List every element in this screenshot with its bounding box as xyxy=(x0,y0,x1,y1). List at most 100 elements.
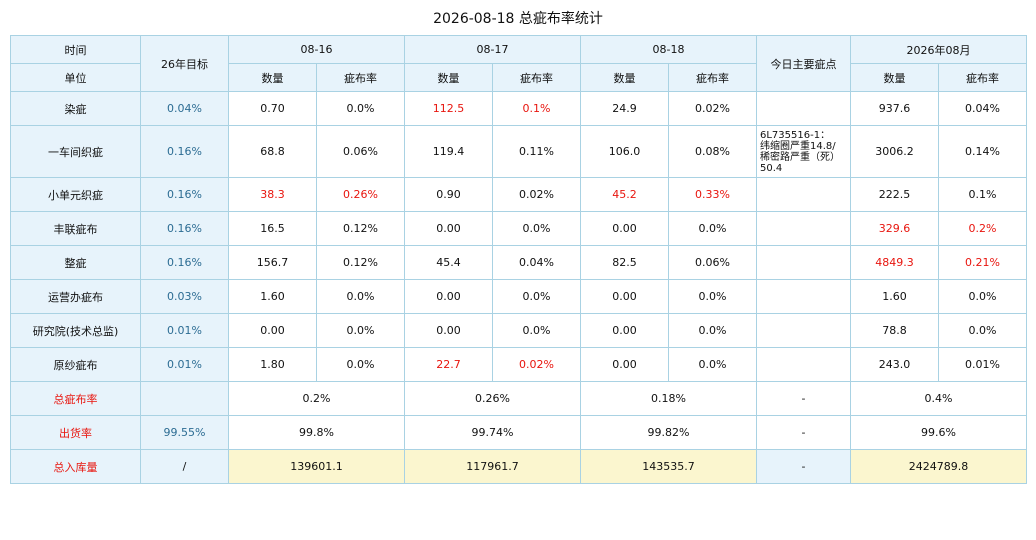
row-unit: 运营办疵布 xyxy=(10,279,141,314)
cell-rate: 0.0% xyxy=(316,313,405,348)
shipping-rate-day-3: 99.82% xyxy=(580,415,757,450)
cell-qty: 1.80 xyxy=(228,347,317,382)
cell-qty: 38.3 xyxy=(228,177,317,212)
cell-rate: 0.0% xyxy=(492,211,581,246)
shipping-rate-month: 99.6% xyxy=(850,415,1027,450)
cell-qty: 16.5 xyxy=(228,211,317,246)
cell-qty: 0.90 xyxy=(404,177,493,212)
shipping-rate-label: 出货率 xyxy=(10,415,141,450)
header-unit: 单位 xyxy=(10,63,141,92)
cell-rate: 0.02% xyxy=(492,347,581,382)
cell-rate: 0.02% xyxy=(668,91,757,126)
cell-rate: 0.0% xyxy=(316,91,405,126)
cell-note xyxy=(756,347,851,382)
row-target: 0.01% xyxy=(140,313,229,348)
inbound-total-note: - xyxy=(756,449,851,484)
cell-rate: 0.0% xyxy=(668,279,757,314)
shipping-rate-day-2: 99.74% xyxy=(404,415,581,450)
cell-rate: 0.0% xyxy=(492,279,581,314)
header-time: 时间 xyxy=(10,35,141,64)
header-day-1: 08-16 xyxy=(228,35,405,64)
header-day-3: 08-18 xyxy=(580,35,757,64)
cell-note xyxy=(756,91,851,126)
table-row: 原纱疵布 0.01% 1.80 0.0% 22.7 0.02% 0.00 0.0… xyxy=(10,347,1027,382)
header-row-2: 单位 数量 疵布率 数量 疵布率 数量 疵布率 数量 疵布率 xyxy=(10,63,1027,92)
cell-rate: 0.33% xyxy=(668,177,757,212)
cell-rate: 0.08% xyxy=(668,125,757,178)
cell-month-rate: 0.1% xyxy=(938,177,1027,212)
shipping-rate-note: - xyxy=(756,415,851,450)
header-target: 26年目标 xyxy=(140,35,229,92)
total-defect-rate-day-1: 0.2% xyxy=(228,381,405,416)
cell-qty: 45.2 xyxy=(580,177,669,212)
cell-note xyxy=(756,279,851,314)
inbound-total-label: 总入库量 xyxy=(10,449,141,484)
header-qty: 数量 xyxy=(580,63,669,92)
cell-rate: 0.06% xyxy=(668,245,757,280)
table-row: 一车间织疵 0.16% 68.8 0.06% 119.4 0.11% 106.0… xyxy=(10,125,1027,178)
cell-month-rate: 0.04% xyxy=(938,91,1027,126)
cell-rate: 0.0% xyxy=(668,211,757,246)
cell-note xyxy=(756,245,851,280)
row-target: 0.16% xyxy=(140,177,229,212)
total-defect-rate-row: 总疵布率 0.2% 0.26% 0.18% - 0.4% xyxy=(10,381,1027,416)
cell-qty: 0.00 xyxy=(580,347,669,382)
cell-qty: 0.00 xyxy=(580,279,669,314)
cell-qty: 0.00 xyxy=(404,211,493,246)
cell-qty: 156.7 xyxy=(228,245,317,280)
cell-month-qty: 4849.3 xyxy=(850,245,939,280)
cell-month-qty: 243.0 xyxy=(850,347,939,382)
cell-month-rate: 0.0% xyxy=(938,313,1027,348)
inbound-total-day-3: 143535.7 xyxy=(580,449,757,484)
table-row: 染疵 0.04% 0.70 0.0% 112.5 0.1% 24.9 0.02%… xyxy=(10,91,1027,126)
row-unit: 原纱疵布 xyxy=(10,347,141,382)
cell-note: 6L735516-1： 纬缩圈严重14.8/ 稀密路严重（死） 50.4 xyxy=(756,125,851,178)
report-title: 2026-08-18 总疵布率统计 xyxy=(433,11,603,27)
cell-qty: 1.60 xyxy=(228,279,317,314)
table-row: 丰联疵布 0.16% 16.5 0.12% 0.00 0.0% 0.00 0.0… xyxy=(10,211,1027,246)
cell-qty: 45.4 xyxy=(404,245,493,280)
cell-note xyxy=(756,177,851,212)
cell-month-qty: 937.6 xyxy=(850,91,939,126)
total-defect-rate-note: - xyxy=(756,381,851,416)
header-qty: 数量 xyxy=(850,63,939,92)
shipping-rate-row: 出货率 99.55% 99.8% 99.74% 99.82% - 99.6% xyxy=(10,415,1027,450)
cell-rate: 0.26% xyxy=(316,177,405,212)
cell-month-rate: 0.21% xyxy=(938,245,1027,280)
row-target: 0.16% xyxy=(140,211,229,246)
cell-qty: 0.00 xyxy=(404,313,493,348)
row-target: 0.03% xyxy=(140,279,229,314)
cell-note xyxy=(756,313,851,348)
row-target: 0.01% xyxy=(140,347,229,382)
header-main-defect: 今日主要疵点 xyxy=(756,35,851,92)
shipping-rate-target: 99.55% xyxy=(140,415,229,450)
header-rate: 疵布率 xyxy=(316,63,405,92)
row-target: 0.16% xyxy=(140,125,229,178)
header-rate: 疵布率 xyxy=(668,63,757,92)
cell-month-rate: 0.01% xyxy=(938,347,1027,382)
cell-qty: 119.4 xyxy=(404,125,493,178)
row-unit: 染疵 xyxy=(10,91,141,126)
cell-qty: 68.8 xyxy=(228,125,317,178)
header-month: 2026年08月 xyxy=(850,35,1027,64)
total-defect-rate-month: 0.4% xyxy=(850,381,1027,416)
total-defect-rate-day-3: 0.18% xyxy=(580,381,757,416)
header-qty: 数量 xyxy=(228,63,317,92)
header-day-2: 08-17 xyxy=(404,35,581,64)
total-defect-rate-day-2: 0.26% xyxy=(404,381,581,416)
inbound-total-day-2: 117961.7 xyxy=(404,449,581,484)
inbound-total-target: / xyxy=(140,449,229,484)
cell-rate: 0.0% xyxy=(316,279,405,314)
cell-month-qty: 329.6 xyxy=(850,211,939,246)
cell-qty: 0.00 xyxy=(580,211,669,246)
cell-qty: 22.7 xyxy=(404,347,493,382)
row-unit: 整疵 xyxy=(10,245,141,280)
inbound-total-row: 总入库量 / 139601.1 117961.7 143535.7 - 2424… xyxy=(10,449,1027,484)
table-row: 运营办疵布 0.03% 1.60 0.0% 0.00 0.0% 0.00 0.0… xyxy=(10,279,1027,314)
cell-month-qty: 222.5 xyxy=(850,177,939,212)
cell-month-rate: 0.2% xyxy=(938,211,1027,246)
total-defect-rate-label: 总疵布率 xyxy=(10,381,141,416)
cell-qty: 24.9 xyxy=(580,91,669,126)
row-unit: 丰联疵布 xyxy=(10,211,141,246)
defect-rate-table: 时间 26年目标 08-16 08-17 08-18 今日主要疵点 2026年0… xyxy=(10,35,1027,484)
